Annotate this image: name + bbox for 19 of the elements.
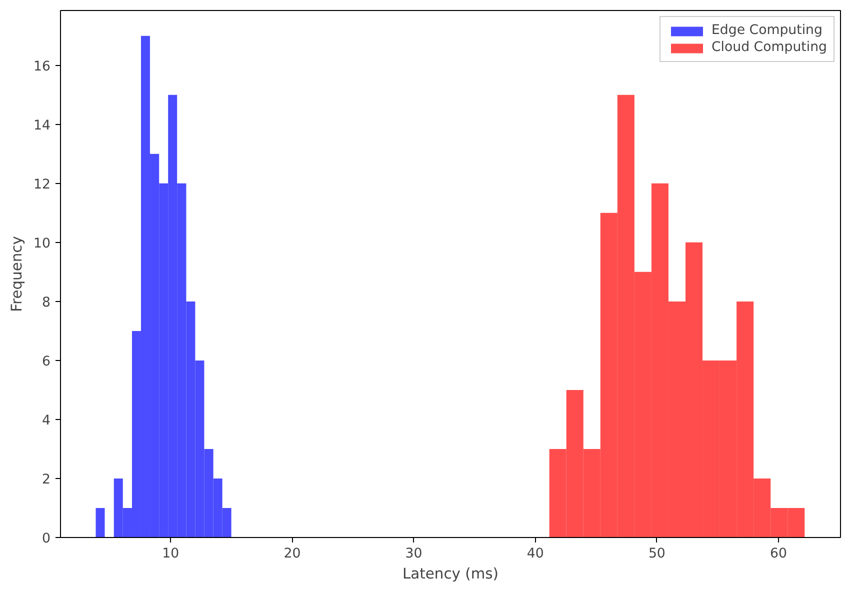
x-tick-label: 20 (284, 546, 301, 562)
y-tick-label: 0 (42, 532, 51, 546)
x-tick-label: 40 (526, 546, 544, 562)
y-axis-title: Frequency (8, 236, 26, 312)
legend-label: Cloud Computing (712, 40, 827, 55)
y-tick-label: 14 (34, 118, 51, 134)
y-tick-label: 2 (42, 472, 51, 488)
y-tick-label: 4 (42, 413, 51, 428)
x-tick-label: 60 (770, 546, 787, 562)
y-tick-label: 10 (34, 236, 51, 252)
x-axis-title: Latency (ms) (402, 566, 498, 582)
x-tick-label: 30 (405, 546, 422, 562)
y-tick-label: 6 (42, 354, 51, 370)
y-tick-label: 16 (34, 59, 51, 74)
legend-label: Edge Computing (712, 23, 822, 38)
x-tick-label: 10 (162, 546, 180, 562)
y-tick-label: 12 (34, 177, 51, 192)
x-tick-label: 50 (648, 546, 666, 562)
y-tick-label: 8 (42, 295, 51, 310)
